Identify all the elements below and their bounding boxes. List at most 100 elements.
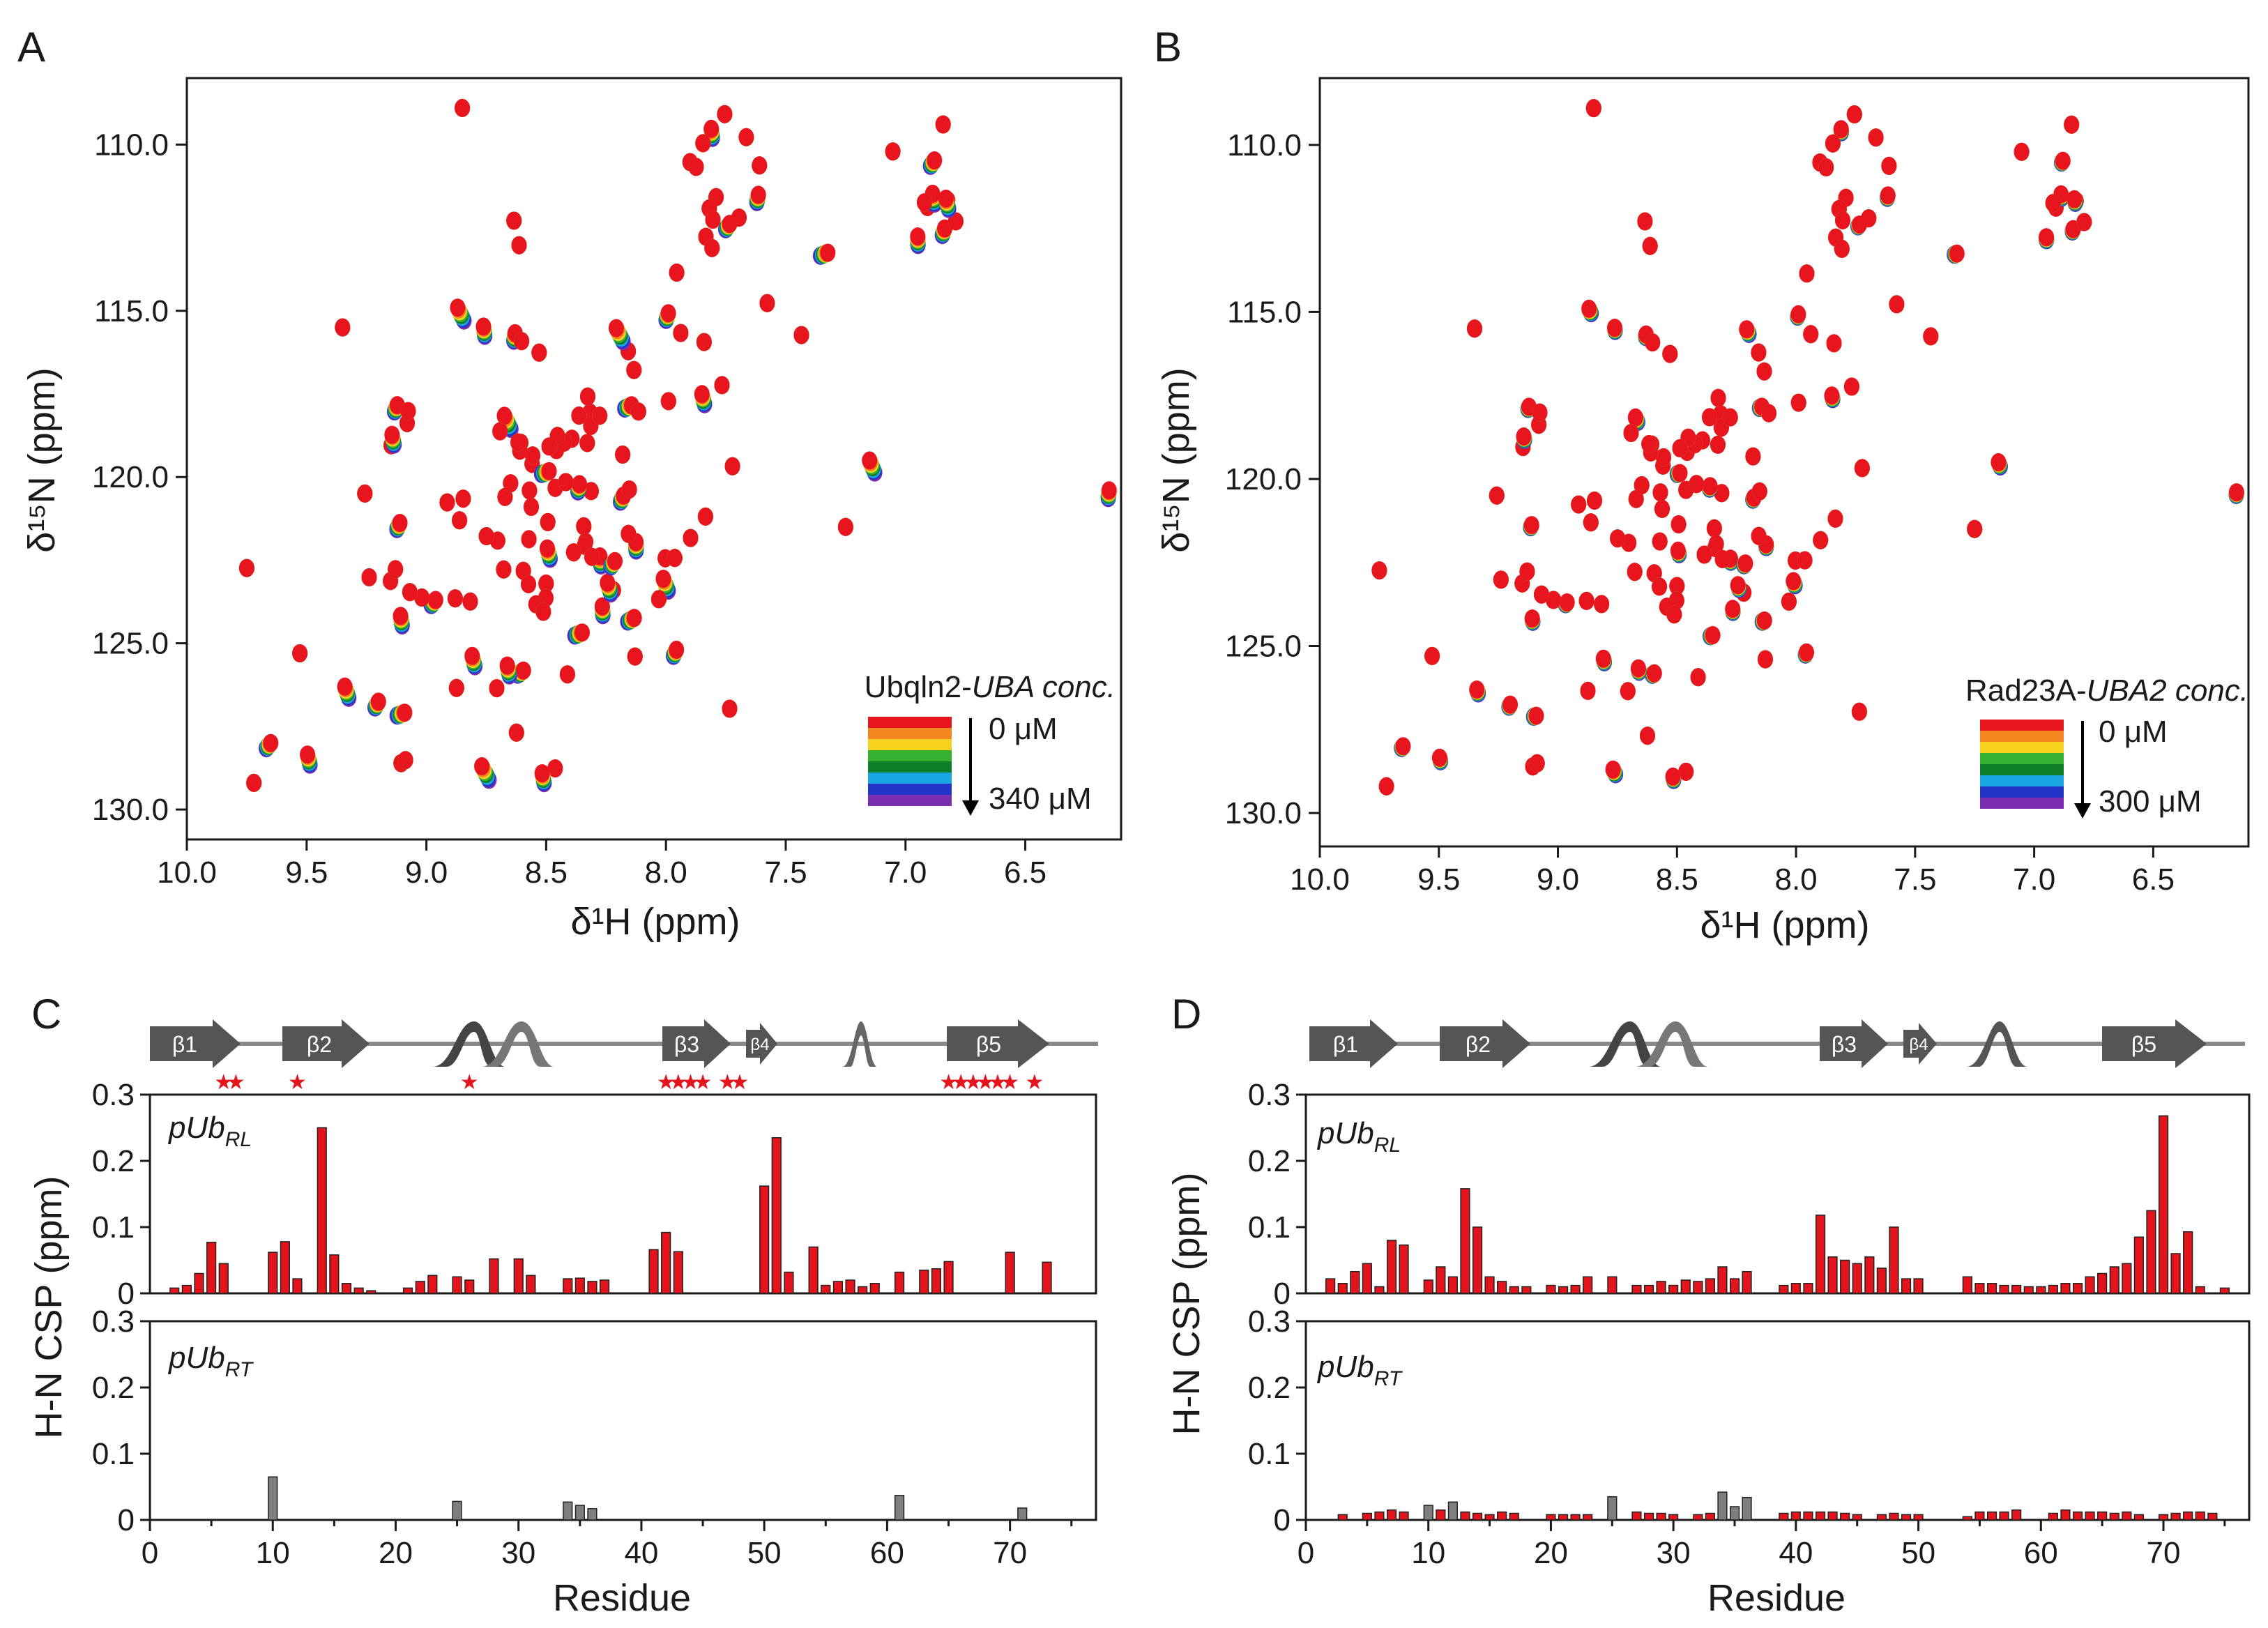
csp-bar bbox=[1705, 1512, 1715, 1521]
hsqc-peak bbox=[259, 733, 279, 758]
hsqc-peak bbox=[1501, 695, 1519, 716]
hsqc-peak bbox=[665, 640, 685, 665]
hsqc-peak-contour bbox=[722, 699, 738, 718]
hsqc-peak-contour bbox=[927, 151, 943, 169]
hsqc-peak-contour bbox=[1652, 577, 1668, 596]
hsqc-peak bbox=[1394, 737, 1411, 757]
hsqc-peak-contour bbox=[1594, 595, 1610, 614]
csp-bar bbox=[2133, 1236, 2144, 1294]
hsqc-peak bbox=[1654, 499, 1670, 518]
hsqc-peak-contour bbox=[1706, 519, 1722, 538]
x-tick-label: 20 bbox=[1534, 1536, 1568, 1570]
hsqc-peak bbox=[1714, 484, 1730, 503]
hsqc-peak bbox=[1594, 595, 1610, 614]
csp-bar bbox=[526, 1275, 536, 1294]
hsqc-peak-contour bbox=[1528, 706, 1544, 725]
hsqc-peak-contour bbox=[538, 575, 554, 593]
csp-bar bbox=[464, 1279, 475, 1294]
secondary-structure-c: β1 β2 β3 β4 β5 ★★ ★ ★ ★★★★ ★★ ★★★★★★ ★ bbox=[150, 1019, 1098, 1094]
csp-bar bbox=[661, 1231, 671, 1294]
hsqc-peak-contour bbox=[2045, 194, 2061, 213]
csp-bar bbox=[2170, 1512, 2181, 1521]
y-tick-label: 0.2 bbox=[1248, 1371, 1291, 1405]
hsqc-peak bbox=[630, 402, 646, 421]
hsqc-peak-contour bbox=[626, 609, 642, 627]
hsqc-peak-contour bbox=[1623, 424, 1639, 442]
hsqc-peak bbox=[1824, 386, 1841, 409]
y-tick-label: 0.2 bbox=[92, 1144, 135, 1178]
hsqc-peak-contour bbox=[1786, 572, 1802, 591]
csp-bar bbox=[1497, 1511, 1507, 1521]
hsqc-peak-contour bbox=[455, 489, 471, 508]
csp-bar bbox=[1005, 1252, 1015, 1294]
hsqc-peak bbox=[738, 128, 754, 146]
hsqc-peak bbox=[696, 333, 712, 351]
csp-bar bbox=[341, 1283, 352, 1294]
hsqc-peak bbox=[1689, 475, 1705, 494]
hsqc-peak bbox=[1703, 626, 1721, 646]
hsqc-peak-contour bbox=[238, 558, 254, 577]
hsqc-peak-contour bbox=[1758, 650, 1773, 669]
y-tick-label: 0 bbox=[118, 1277, 135, 1311]
csp-bar bbox=[1876, 1514, 1887, 1521]
y-tick-label: 0.2 bbox=[92, 1371, 135, 1405]
hsqc-peak bbox=[1947, 244, 1965, 264]
y-tick-label: 0.3 bbox=[1248, 1078, 1291, 1112]
hsqc-peak bbox=[922, 151, 943, 175]
hsqc-peak-contour bbox=[1652, 532, 1668, 551]
hsqc-peak-contour bbox=[1833, 120, 1849, 139]
hsqc-peak bbox=[521, 530, 537, 549]
hsqc-peak bbox=[1532, 403, 1548, 422]
hsqc-peak-contour bbox=[515, 661, 531, 680]
hsqc-peak-contour bbox=[539, 539, 555, 558]
x-tick-label: 7.0 bbox=[884, 855, 927, 890]
hsqc-peak bbox=[1523, 516, 1539, 537]
hsqc-peak-contour bbox=[615, 446, 631, 464]
csp-bar bbox=[2048, 1512, 2058, 1521]
hsqc-peak-contour bbox=[667, 549, 683, 568]
hsqc-peak-contour bbox=[1880, 186, 1896, 205]
hsqc-peak bbox=[565, 543, 581, 562]
csp-bar bbox=[1374, 1511, 1385, 1521]
hsqc-peak bbox=[525, 446, 540, 465]
hsqc-peak-contour bbox=[1781, 592, 1797, 611]
hsqc-peak-contour bbox=[1868, 128, 1884, 147]
hsqc-peak-contour bbox=[1645, 333, 1661, 352]
hsqc-peak bbox=[521, 575, 536, 593]
ss-d-strand-2-label: β2 bbox=[1466, 1032, 1491, 1057]
hsqc-peak-contour bbox=[246, 773, 262, 792]
ss-d-helix-3 bbox=[1966, 1021, 2027, 1067]
hsqc-peak bbox=[938, 189, 957, 218]
hsqc-peak bbox=[1880, 186, 1896, 207]
binding-residue-star: ★ bbox=[1000, 1071, 1019, 1094]
hsqc-a-legend-title: Ubqln2-UBA conc. bbox=[865, 670, 1116, 704]
hsqc-peak bbox=[934, 219, 953, 245]
csp-bar bbox=[1779, 1512, 1789, 1521]
x-tick-label: 0 bbox=[142, 1536, 158, 1570]
hsqc-peak-contour bbox=[1605, 760, 1621, 779]
binding-residue-star: ★ bbox=[669, 1071, 687, 1094]
hsqc-peak-contour bbox=[703, 119, 720, 138]
csp-bar bbox=[1827, 1511, 1838, 1521]
csp-bar bbox=[2072, 1511, 2083, 1521]
hsqc-peak bbox=[1516, 427, 1532, 449]
csp-bar bbox=[2183, 1231, 2193, 1294]
csp-d-rl-plot: 0 0.1 0.2 0.3 pUbRL bbox=[1248, 1078, 2251, 1311]
hsqc-peak-contour bbox=[384, 425, 400, 444]
csp-d-rt-label: pUbRT bbox=[1316, 1350, 1403, 1390]
hsqc-peak-contour bbox=[1670, 541, 1686, 560]
csp-bar bbox=[1399, 1511, 1409, 1521]
x-tick-label: 70 bbox=[993, 1536, 1027, 1570]
csp-bar bbox=[2085, 1276, 2095, 1294]
csp-c-rt-bars bbox=[268, 1476, 1028, 1521]
csp-c-x-axis: 0 10 20 30 40 50 60 70 bbox=[142, 1520, 1073, 1570]
hsqc-peak-contour bbox=[397, 703, 413, 722]
hsqc-peak-contour bbox=[1696, 545, 1712, 564]
hsqc-peak bbox=[1571, 495, 1587, 514]
csp-bar bbox=[2011, 1509, 2022, 1521]
hsqc-a-y-label: δ¹⁵N (ppm) bbox=[21, 367, 63, 552]
hsqc-a-x-label: δ¹H (ppm) bbox=[570, 901, 740, 943]
hsqc-peak bbox=[667, 549, 683, 568]
hsqc-peak bbox=[414, 588, 430, 607]
